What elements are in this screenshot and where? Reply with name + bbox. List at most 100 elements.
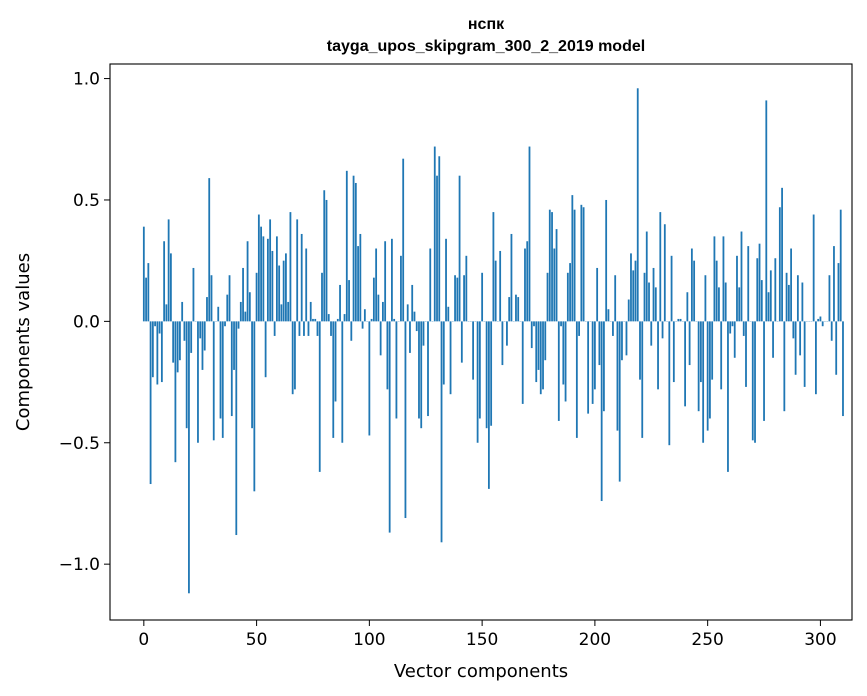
bar — [839, 209, 842, 322]
y-tick-label: 0.0 — [73, 312, 100, 332]
bar — [418, 321, 420, 419]
bar — [228, 275, 231, 322]
bar — [634, 260, 637, 322]
bar — [160, 321, 163, 383]
bar — [248, 292, 251, 322]
bar — [291, 321, 294, 395]
bar — [684, 321, 686, 407]
bar — [233, 321, 235, 370]
bar — [361, 321, 364, 329]
bar — [377, 294, 380, 322]
bar — [652, 267, 655, 322]
bar — [427, 321, 429, 417]
bar — [573, 209, 576, 322]
bar — [465, 255, 468, 322]
y-tick-label: 0.5 — [73, 191, 100, 211]
bar — [562, 321, 565, 385]
bar — [391, 238, 393, 322]
bar — [217, 306, 220, 322]
bar — [285, 253, 287, 322]
bar — [686, 292, 689, 322]
bar — [569, 263, 571, 322]
bar — [190, 321, 193, 353]
bar — [343, 314, 346, 322]
bar — [738, 287, 741, 322]
x-tick-label: 50 — [246, 630, 268, 650]
bar — [575, 321, 578, 438]
bar — [257, 214, 260, 322]
bar — [433, 146, 436, 322]
bar — [307, 321, 310, 336]
bar — [542, 321, 544, 390]
bar — [636, 88, 639, 322]
bar — [208, 178, 211, 322]
bar — [262, 236, 265, 322]
bar — [212, 321, 215, 441]
bar — [722, 236, 725, 322]
bar — [312, 318, 314, 322]
bar — [643, 272, 646, 322]
bar — [711, 321, 714, 380]
bar — [203, 321, 206, 351]
bar — [605, 199, 608, 322]
bar — [296, 219, 299, 322]
bar — [230, 321, 233, 417]
bar — [192, 267, 195, 322]
bar — [566, 272, 569, 322]
bar — [156, 321, 159, 385]
bar — [289, 212, 292, 322]
bar — [176, 321, 179, 373]
x-tick-label: 200 — [579, 630, 611, 650]
bar — [224, 321, 226, 327]
bar — [264, 321, 267, 378]
bar — [765, 100, 768, 322]
bar — [693, 260, 696, 322]
bar — [537, 321, 540, 370]
bar — [803, 321, 806, 387]
bar — [821, 321, 824, 327]
bar — [244, 311, 247, 322]
bar — [481, 272, 484, 322]
bar — [533, 321, 535, 327]
x-tick-label: 300 — [804, 630, 836, 650]
bar — [661, 321, 664, 339]
bar — [600, 321, 603, 502]
bar — [454, 275, 456, 322]
bar — [199, 321, 202, 339]
bar — [413, 311, 416, 322]
bar — [607, 309, 610, 322]
bar — [713, 236, 716, 322]
y-tick-label: −0.5 — [59, 434, 100, 454]
bar — [715, 260, 718, 322]
bar — [785, 272, 788, 322]
bar — [201, 321, 204, 370]
bar — [339, 284, 341, 322]
bar — [740, 231, 743, 322]
bar — [551, 212, 553, 322]
bar — [790, 248, 792, 322]
bar-series — [142, 88, 844, 594]
bar — [185, 321, 188, 429]
bar — [499, 250, 502, 322]
bar — [702, 321, 705, 443]
bar — [409, 321, 411, 353]
bar — [275, 236, 278, 322]
bar — [639, 321, 641, 380]
bar — [436, 175, 438, 322]
bar — [621, 321, 623, 361]
bar — [544, 321, 547, 361]
bar — [706, 321, 709, 431]
bar — [393, 318, 396, 322]
x-axis-label: Vector components — [394, 661, 568, 682]
bar — [632, 270, 635, 322]
bar — [796, 275, 799, 322]
bar — [381, 301, 384, 322]
bar — [598, 321, 601, 366]
bar — [442, 321, 445, 385]
bar — [672, 321, 675, 383]
bar — [379, 321, 382, 356]
bar — [754, 321, 756, 443]
bar — [260, 226, 262, 322]
bar — [282, 260, 285, 322]
bar — [438, 156, 441, 322]
